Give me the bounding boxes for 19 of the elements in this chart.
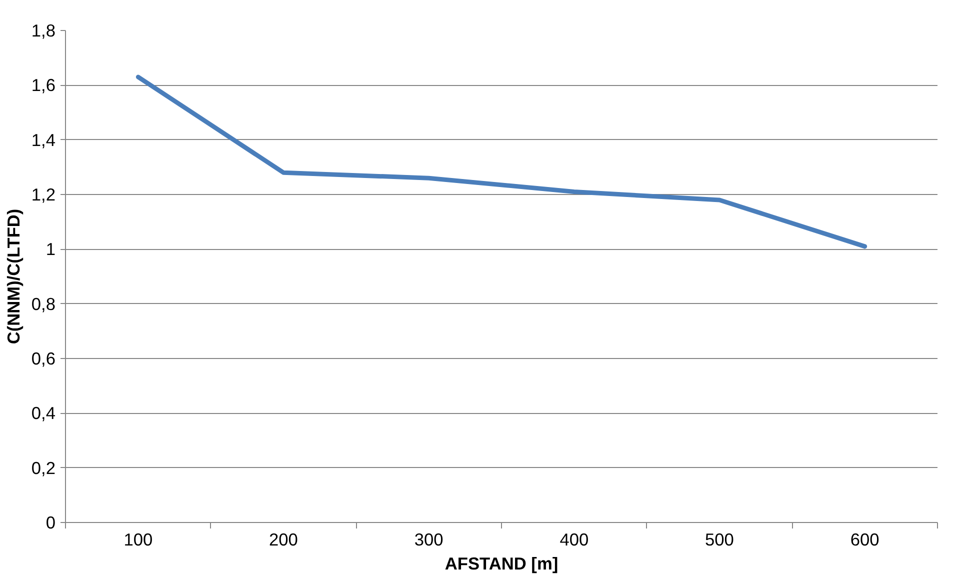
- y-tick-label: 1,8: [31, 20, 56, 40]
- x-tick-label: 200: [269, 530, 298, 550]
- y-tick-label: 1: [46, 239, 56, 260]
- y-tick-label: 0,2: [31, 458, 56, 478]
- x-tick-label: 500: [705, 530, 734, 550]
- x-tick-label: 100: [124, 530, 153, 550]
- y-axis-title: C(NNM)/C(LTFD): [3, 208, 24, 344]
- line-series: [136, 74, 868, 249]
- x-tick-label: 300: [414, 530, 444, 550]
- y-tick-label: 0,4: [31, 403, 56, 424]
- y-tick-label: 0,6: [31, 348, 56, 368]
- y-tick-label: 0,8: [31, 294, 56, 314]
- x-axis-title: AFSTAND [m]: [444, 554, 558, 574]
- y-tick-label: 1,4: [31, 130, 56, 150]
- x-tick-label: 400: [560, 530, 589, 550]
- y-tick-label: 0: [46, 512, 56, 532]
- y-tick-label: 1,6: [31, 75, 56, 96]
- y-tick-label: 1,2: [31, 184, 56, 204]
- x-tick-label: 600: [850, 530, 880, 550]
